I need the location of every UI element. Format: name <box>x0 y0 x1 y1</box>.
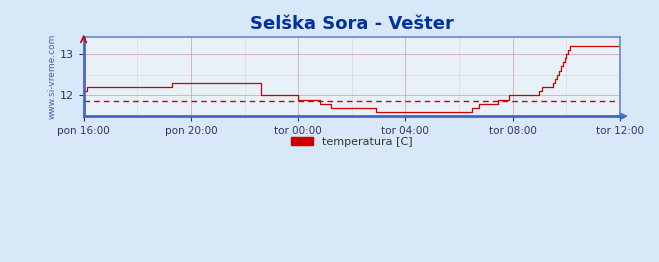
Legend: temperatura [C]: temperatura [C] <box>287 133 417 152</box>
Y-axis label: www.si-vreme.com: www.si-vreme.com <box>48 34 57 119</box>
Title: Selška Sora - Vešter: Selška Sora - Vešter <box>250 15 454 33</box>
